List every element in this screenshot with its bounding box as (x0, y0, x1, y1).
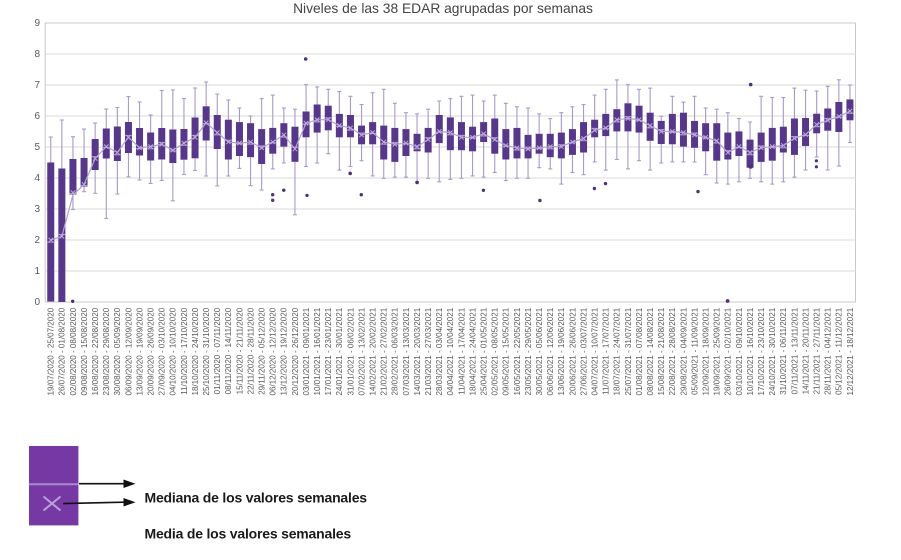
svg-text:0: 0 (34, 297, 40, 308)
svg-text:07/02/2021 - 13/02/2021: 07/02/2021 - 13/02/2021 (357, 307, 366, 395)
svg-text:2: 2 (34, 235, 40, 246)
svg-text:21/03/2021 - 27/03/2021: 21/03/2021 - 27/03/2021 (424, 307, 433, 395)
svg-text:24/10/2021 - 30/10/2021: 24/10/2021 - 30/10/2021 (768, 307, 777, 395)
svg-text:15/11/2020 - 21/11/2020: 15/11/2020 - 21/11/2020 (235, 307, 244, 394)
svg-text:02/08/2020 - 08/08/2020: 02/08/2020 - 08/08/2020 (69, 307, 78, 395)
svg-text:18/10/2020 - 24/10/2020: 18/10/2020 - 24/10/2020 (191, 307, 200, 395)
svg-text:30/05/2021 - 05/06/2021: 30/05/2021 - 05/06/2021 (535, 307, 544, 395)
svg-text:27/09/2020 - 03/10/2020: 27/09/2020 - 03/10/2020 (158, 307, 167, 395)
svg-text:5: 5 (34, 142, 40, 153)
svg-text:28/02/2021 - 06/03/2021: 28/02/2021 - 06/03/2021 (391, 307, 400, 395)
svg-text:11/07/2021 - 17/07/2021: 11/07/2021 - 17/07/2021 (602, 307, 611, 395)
svg-text:13/09/2020 - 19/09/2020: 13/09/2020 - 19/09/2020 (135, 307, 144, 395)
svg-text:16/05/2021 - 22/05/2021: 16/05/2021 - 22/05/2021 (513, 307, 522, 395)
svg-text:20/06/2021 - 26/06/2021: 20/06/2021 - 26/06/2021 (568, 307, 577, 395)
svg-text:24/01/2021 - 30/01/2021: 24/01/2021 - 30/01/2021 (335, 307, 344, 395)
svg-text:18/04/2021 - 24/04/2021: 18/04/2021 - 24/04/2021 (468, 307, 477, 395)
svg-text:08/08/2021 - 14/08/2021: 08/08/2021 - 14/08/2021 (646, 307, 655, 395)
svg-text:26/09/2021 - 02/10/2021: 26/09/2021 - 02/10/2021 (724, 307, 733, 395)
svg-text:26/07/2020 - 01/08/2020: 26/07/2020 - 01/08/2020 (58, 307, 67, 395)
svg-text:04/10/2020 - 10/10/2020: 04/10/2020 - 10/10/2020 (169, 307, 178, 395)
svg-text:03/10/2021 - 09/10/2021: 03/10/2021 - 09/10/2021 (735, 307, 744, 395)
svg-text:10/01/2021 - 16/01/2021: 10/01/2021 - 16/01/2021 (313, 307, 322, 395)
svg-text:6: 6 (34, 111, 40, 122)
svg-text:04/04/2021 - 10/04/2021: 04/04/2021 - 10/04/2021 (446, 307, 455, 395)
svg-text:04/07/2021 - 10/07/2021: 04/07/2021 - 10/07/2021 (591, 307, 600, 395)
svg-text:9: 9 (34, 18, 40, 29)
svg-text:13/12/2020 - 19/12/2020: 13/12/2020 - 19/12/2020 (280, 307, 289, 395)
svg-text:19/07/2020 - 25/07/2020: 19/07/2020 - 25/07/2020 (47, 307, 56, 395)
svg-text:21/02/2021 - 27/02/2021: 21/02/2021 - 27/02/2021 (380, 307, 389, 395)
svg-text:Niveles de las 38 EDAR agrupad: Niveles de las 38 EDAR agrupadas por sem… (293, 1, 593, 16)
svg-text:07/03/2021 - 13/03/2021: 07/03/2021 - 13/03/2021 (402, 307, 411, 395)
svg-text:14/03/2021 - 20/03/2021: 14/03/2021 - 20/03/2021 (413, 307, 422, 395)
svg-text:29/11/2020 - 05/12/2020: 29/11/2020 - 05/12/2020 (258, 307, 267, 395)
svg-text:14/02/2021 - 20/02/2021: 14/02/2021 - 20/02/2021 (369, 307, 378, 395)
svg-text:05/09/2021 - 11/09/2021: 05/09/2021 - 11/09/2021 (690, 307, 699, 395)
svg-text:11/04/2021 - 17/04/2021: 11/04/2021 - 17/04/2021 (457, 307, 466, 395)
svg-text:17/10/2021 - 23/10/2021: 17/10/2021 - 23/10/2021 (757, 307, 766, 395)
svg-text:17/01/2021 - 23/01/2021: 17/01/2021 - 23/01/2021 (324, 307, 333, 395)
svg-text:Media de los valores semanales: Media de los valores semanales (145, 525, 352, 541)
svg-text:30/08/2020 - 05/09/2020: 30/08/2020 - 05/09/2020 (113, 307, 122, 395)
svg-text:25/10/2020 - 31/10/2020: 25/10/2020 - 31/10/2020 (202, 307, 211, 395)
svg-text:22/11/2020 - 28/11/2020: 22/11/2020 - 28/11/2020 (246, 307, 255, 394)
svg-text:11/10/2020 - 17/10/2020: 11/10/2020 - 17/10/2020 (180, 307, 189, 395)
svg-text:05/12/2021 - 11/12/2021: 05/12/2021 - 11/12/2021 (835, 307, 844, 395)
svg-text:28/11/2021 - 04/12/2021: 28/11/2021 - 04/12/2021 (824, 307, 833, 395)
svg-text:07/11/2021 - 13/11/2021: 07/11/2021 - 13/11/2021 (790, 307, 799, 394)
svg-text:12/09/2021 - 18/09/2021: 12/09/2021 - 18/09/2021 (702, 307, 711, 395)
svg-text:27/06/2021 - 03/07/2021: 27/06/2021 - 03/07/2021 (579, 307, 588, 395)
svg-text:19/09/2021 - 25/09/2021: 19/09/2021 - 25/09/2021 (713, 307, 722, 395)
svg-text:06/06/2021 - 12/06/2021: 06/06/2021 - 12/06/2021 (546, 307, 555, 395)
svg-text:22/08/2021 - 28/08/2021: 22/08/2021 - 28/08/2021 (668, 307, 677, 395)
svg-text:13/06/2021 - 19/06/2021: 13/06/2021 - 19/06/2021 (557, 307, 566, 395)
svg-text:08/11/2020 - 14/11/2020: 08/11/2020 - 14/11/2020 (224, 307, 233, 394)
svg-text:23/08/2020 - 29/08/2020: 23/08/2020 - 29/08/2020 (102, 307, 111, 395)
svg-text:21/11/2021 - 27/11/2021: 21/11/2021 - 27/11/2021 (813, 307, 822, 394)
svg-text:16/08/2020 - 22/08/2020: 16/08/2020 - 22/08/2020 (91, 307, 100, 395)
svg-text:15/08/2021 - 21/08/2021: 15/08/2021 - 21/08/2021 (657, 307, 666, 395)
svg-text:06/12/2020 - 12/12/2020: 06/12/2020 - 12/12/2020 (269, 307, 278, 395)
svg-text:06/09/2020 - 12/09/2020: 06/09/2020 - 12/09/2020 (124, 307, 133, 395)
svg-text:01/08/2021 - 07/08/2021: 01/08/2021 - 07/08/2021 (635, 307, 644, 395)
svg-text:3: 3 (34, 204, 40, 215)
svg-text:31/10/2021 - 06/11/2021: 31/10/2021 - 06/11/2021 (779, 307, 788, 395)
svg-text:28/03/2021 - 03/04/2021: 28/03/2021 - 03/04/2021 (435, 307, 444, 395)
svg-text:12/12/2021 - 18/12/2021: 12/12/2021 - 18/12/2021 (846, 307, 855, 395)
svg-text:7: 7 (34, 80, 40, 91)
svg-text:23/05/2021 - 29/05/2021: 23/05/2021 - 29/05/2021 (524, 307, 533, 395)
svg-text:8: 8 (34, 49, 40, 60)
svg-text:10/10/2021 - 16/10/2021: 10/10/2021 - 16/10/2021 (746, 307, 755, 395)
svg-text:18/07/2021 - 24/07/2021: 18/07/2021 - 24/07/2021 (613, 307, 622, 395)
svg-text:01/11/2020 - 07/11/2020: 01/11/2020 - 07/11/2020 (213, 307, 222, 394)
svg-text:25/04/2021 - 01/05/2021: 25/04/2021 - 01/05/2021 (480, 307, 489, 395)
svg-text:09/08/2020 - 15/08/2020: 09/08/2020 - 15/08/2020 (80, 307, 89, 395)
svg-text:09/05/2021 - 15/05/2021: 09/05/2021 - 15/05/2021 (502, 307, 511, 395)
svg-text:20/09/2020 - 26/09/2020: 20/09/2020 - 26/09/2020 (147, 307, 156, 395)
svg-text:20/12/2020 - 26/12/2020: 20/12/2020 - 26/12/2020 (291, 307, 300, 395)
svg-text:31/01/2021 - 06/02/2021: 31/01/2021 - 06/02/2021 (346, 307, 355, 395)
svg-text:25/07/2021 - 31/07/2021: 25/07/2021 - 31/07/2021 (624, 307, 633, 395)
svg-text:14/11/2021 - 20/11/2021: 14/11/2021 - 20/11/2021 (801, 307, 810, 394)
svg-text:4: 4 (34, 173, 40, 184)
svg-text:1: 1 (34, 266, 40, 277)
svg-text:29/08/2021 - 04/09/2021: 29/08/2021 - 04/09/2021 (679, 307, 688, 395)
svg-text:03/01/2021 - 09/01/2021: 03/01/2021 - 09/01/2021 (302, 307, 311, 395)
svg-text:02/05/2021 - 08/05/2021: 02/05/2021 - 08/05/2021 (491, 307, 500, 395)
svg-text:Mediana de los valores semanal: Mediana de los valores semanales (145, 489, 368, 505)
